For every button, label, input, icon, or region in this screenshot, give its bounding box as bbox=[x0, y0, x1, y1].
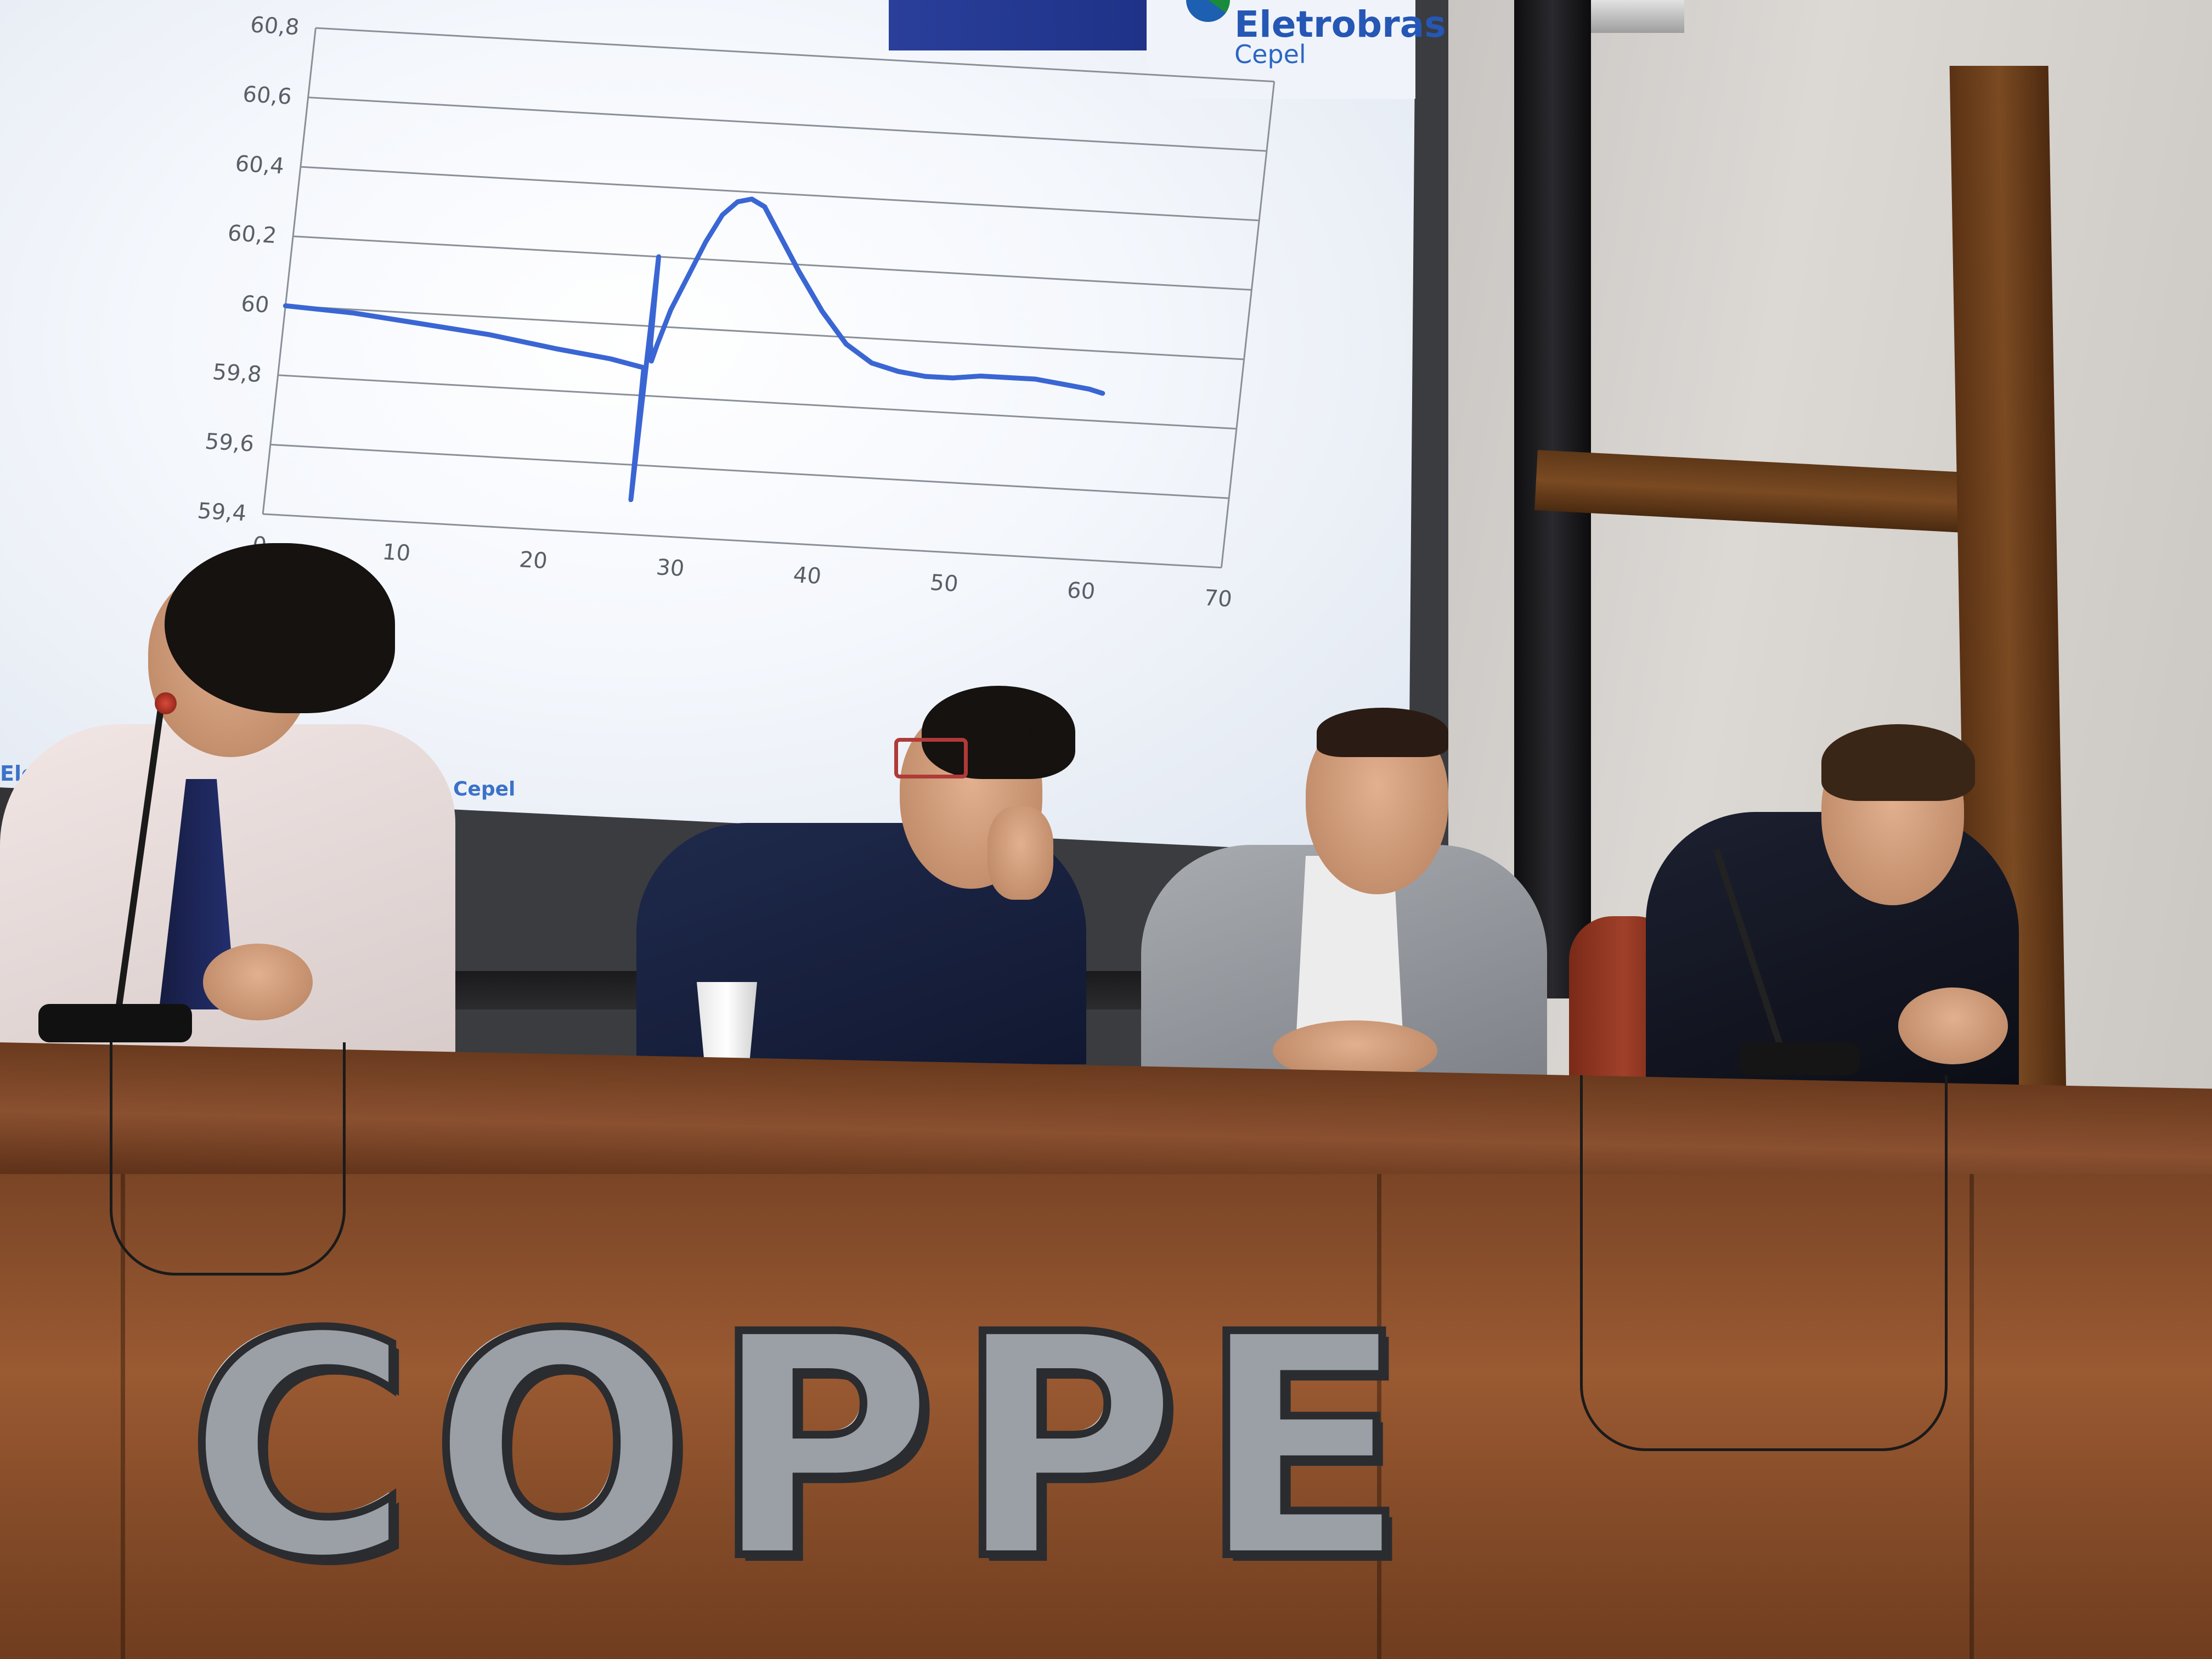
desk-plank-seam bbox=[1970, 1174, 1974, 1659]
speaker-3-hair bbox=[1317, 708, 1448, 757]
y-tick-label: 60 bbox=[240, 291, 270, 318]
x-tick-label: 30 bbox=[655, 555, 686, 582]
desk-front-panel bbox=[0, 1174, 2212, 1659]
microphone-1-head bbox=[155, 692, 177, 714]
speaker-4-hands bbox=[1898, 988, 2008, 1064]
coppe-letter: O bbox=[427, 1269, 696, 1627]
slide-logo-area bbox=[1147, 0, 1415, 99]
speaker-2-hand bbox=[988, 806, 1053, 900]
slide-header-banner bbox=[889, 0, 1147, 50]
y-tick-label: 59,6 bbox=[204, 429, 255, 457]
ceiling-fixture bbox=[1585, 0, 1684, 33]
microphone-2-cable bbox=[1580, 1075, 1948, 1451]
gridline-y bbox=[270, 443, 1229, 499]
x-tick-label: 60 bbox=[1066, 578, 1097, 605]
chart-gridlines bbox=[262, 27, 1274, 569]
chart-svg: 59,459,659,86060,260,460,660,80102030405… bbox=[196, 12, 1276, 612]
gridline-y bbox=[278, 374, 1237, 430]
speaker-1-hair bbox=[165, 543, 395, 713]
logo-text-eletrobras: Eletrobras bbox=[1234, 3, 1446, 46]
coppe-letter: P bbox=[950, 1269, 1183, 1627]
chart-axes bbox=[262, 27, 1276, 568]
slide-footer-right: Cepel bbox=[453, 778, 516, 800]
microphone-2-base bbox=[1739, 1042, 1860, 1075]
x-tick-label: 20 bbox=[518, 547, 549, 574]
speaker-2-glasses bbox=[894, 738, 968, 778]
microphone-1-cable bbox=[110, 1042, 346, 1276]
chart-series-layer bbox=[283, 196, 1105, 503]
x-tick-label: 70 bbox=[1203, 585, 1233, 612]
y-tick-label: 60,8 bbox=[249, 12, 301, 40]
gridline-y bbox=[315, 27, 1274, 83]
y-tick-label: 59,4 bbox=[196, 498, 248, 526]
x-tick-label: 10 bbox=[381, 539, 412, 566]
speaker-4-hair bbox=[1821, 724, 1975, 801]
coppe-letter: C bbox=[183, 1269, 416, 1627]
gridline-y bbox=[262, 513, 1222, 569]
microphone-1-base bbox=[38, 1004, 192, 1042]
y-tick-label: 60,6 bbox=[241, 82, 293, 110]
chart-tick-labels: 59,459,659,86060,260,460,660,80102030405… bbox=[196, 12, 1233, 612]
y-tick-label: 59,8 bbox=[211, 359, 263, 387]
y-tick-label: 60,4 bbox=[234, 151, 285, 179]
x-tick-label: 40 bbox=[792, 562, 822, 589]
speaker-2-hair-bun bbox=[1031, 713, 1070, 752]
y-tick-label: 60,2 bbox=[227, 221, 278, 249]
coppe-letter: E bbox=[1194, 1269, 1412, 1627]
frequency-series-line bbox=[283, 196, 1105, 503]
desk-plank-seam bbox=[121, 1174, 125, 1659]
gridline-y bbox=[308, 97, 1267, 152]
frequency-chart: 59,459,659,86060,260,460,660,80102030405… bbox=[137, 0, 1293, 716]
plastic-cup bbox=[697, 982, 757, 1059]
coppe-letter: P bbox=[707, 1269, 939, 1627]
gridline-y bbox=[292, 235, 1252, 291]
x-tick-label: 50 bbox=[929, 570, 960, 597]
speaker-1-hand bbox=[203, 944, 313, 1020]
y-axis-line bbox=[262, 27, 317, 515]
gridline-y bbox=[285, 304, 1244, 360]
logo-text-cepel: Cepel bbox=[1234, 40, 1306, 69]
plot-border-right bbox=[1220, 81, 1276, 568]
gridline-y bbox=[300, 166, 1260, 222]
desk-plank-seam bbox=[1377, 1174, 1381, 1659]
coppe-sign: C O P P E bbox=[183, 1269, 1412, 1627]
